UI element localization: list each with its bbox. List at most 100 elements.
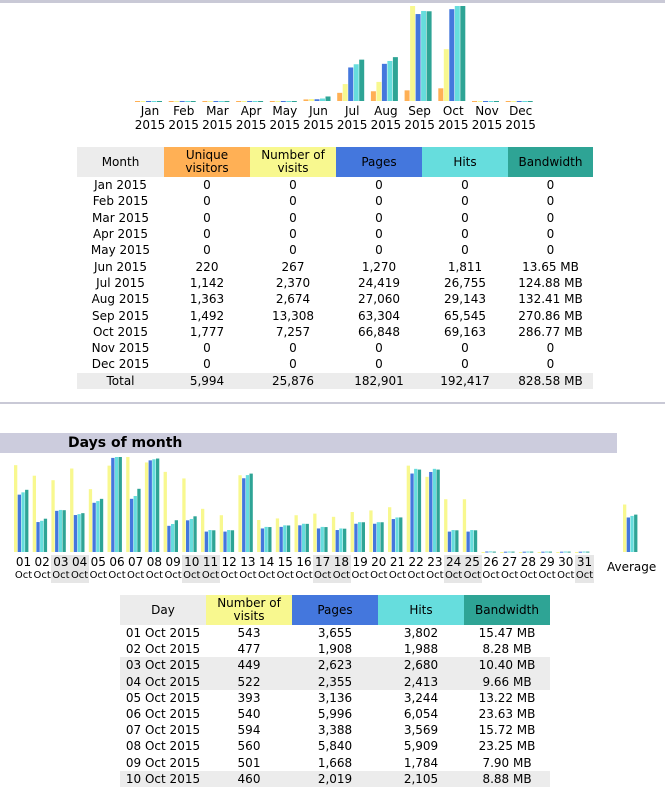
header-hits: Hits <box>378 595 464 625</box>
table-cell: 1,811 <box>447 259 483 274</box>
table-cell: 3,388 <box>317 723 353 738</box>
bar-hits <box>353 64 359 101</box>
month-axis-label: Apr 2015 <box>235 104 267 132</box>
table-cell: 132.41 MB <box>518 292 583 307</box>
table-cell: 0 <box>461 227 469 242</box>
day-bar-pages <box>466 531 470 552</box>
month-axis-label: Nov 2015 <box>471 104 503 132</box>
header-number-of-visits: Number of visits <box>206 595 292 625</box>
day-bar-hits <box>582 551 586 553</box>
table-cell: 0 <box>289 243 297 258</box>
day-axis-label: 03 Oct <box>51 555 71 583</box>
day-bar-bandwidth <box>324 527 328 552</box>
table-cell: Oct 2015 <box>92 324 149 339</box>
day-axis-label: 31 Oct <box>575 555 594 583</box>
day-bar-hits <box>414 468 418 552</box>
table-cell: 477 <box>237 642 261 657</box>
day-axis-label: 22 Oct <box>407 555 425 581</box>
table-cell: 0 <box>375 243 383 258</box>
day-bar-bandwidth <box>62 510 66 552</box>
table-cell: Jan 2015 <box>94 178 147 193</box>
table-cell: 5,996 <box>317 707 353 722</box>
day-bar-bandwidth <box>193 516 197 552</box>
day-axis-label: 26 Oct <box>482 555 500 581</box>
table-cell: 8.28 MB <box>482 642 532 657</box>
table-cell: Nov 2015 <box>91 341 150 356</box>
table-cell: Aug 2015 <box>91 292 150 307</box>
table-row: 04 Oct 2015 522 2,355 2,413 9.66 MB <box>120 673 550 690</box>
table-cell: 393 <box>237 690 261 705</box>
day-bar-number-of-visits <box>537 552 541 553</box>
table-cell: 2,019 <box>292 770 378 787</box>
day-bar-bandwidth <box>212 530 216 552</box>
table-cell: 6,054 <box>403 707 439 722</box>
day-bar-bandwidth <box>492 551 496 553</box>
table-cell: 0 <box>289 357 297 372</box>
table-cell: 270.86 MB <box>518 308 583 323</box>
bar-pages <box>449 9 455 101</box>
table-cell: 13,308 <box>272 308 314 323</box>
day-bar-pages <box>578 551 582 553</box>
table-row: Mar 2015 0 0 0 0 0 <box>77 210 593 226</box>
day-bar-hits <box>545 551 549 553</box>
table-cell: 63,304 <box>358 308 400 323</box>
day-bar-bandwidth <box>137 488 141 552</box>
month-axis-label: Dec 2015 <box>505 104 536 132</box>
day-axis-label: 15 Oct <box>276 555 294 581</box>
day-bar-hits <box>21 492 25 552</box>
day-bar-pages <box>391 519 395 552</box>
table-cell: 594 <box>237 723 261 738</box>
day-bar-bandwidth <box>99 498 104 552</box>
table-cell: 182,901 <box>336 372 422 389</box>
day-bar-number-of-visits <box>444 499 448 552</box>
day-bar-number-of-visits <box>201 508 205 552</box>
day-bar-hits <box>376 522 380 552</box>
table-cell: 24,419 <box>358 275 400 290</box>
table-cell: Jun 2015 <box>93 259 148 274</box>
table-cell: Jul 2015 <box>96 275 145 290</box>
day-bar-number-of-visits <box>51 480 55 552</box>
day-bar-bandwidth <box>380 522 384 552</box>
day-bar-number-of-visits <box>500 552 504 553</box>
day-bar-bandwidth <box>343 528 347 552</box>
bar-hits <box>252 101 258 102</box>
day-axis-label: 11 Oct <box>201 555 220 583</box>
bar-bandwidth <box>157 101 162 102</box>
table-cell: 09 Oct 2015 <box>125 755 201 770</box>
month-axis-label: Oct 2015 <box>438 104 469 132</box>
bar-bandwidth <box>494 101 499 102</box>
table-cell: 2,413 <box>378 673 464 690</box>
day-bar-hits <box>133 495 137 552</box>
table-cell: 02 Oct 2015 <box>125 642 201 657</box>
day-axis-label: 08 Oct <box>145 555 164 581</box>
day-bar-bandwidth <box>455 530 459 552</box>
bar-unique-visitors <box>337 92 343 101</box>
day-axis-label: 07 Oct <box>127 555 145 581</box>
table-cell: 2,680 <box>378 657 464 674</box>
bar-bandwidth <box>527 101 533 102</box>
table-cell: 560 <box>237 739 261 754</box>
day-axis-label: 05 Oct <box>89 555 107 581</box>
table-cell: 3,655 <box>317 626 353 641</box>
table-row: Jun 2015 220 267 1,270 1,811 13.65 MB <box>77 258 593 274</box>
day-bar-number-of-visits <box>238 475 242 552</box>
table-cell: 3,569 <box>403 723 439 738</box>
table-cell: 10 Oct 2015 <box>120 770 206 787</box>
day-bar-hits <box>152 459 156 552</box>
table-row: 10 Oct 2015 460 2,019 2,105 8.88 MB <box>120 770 550 787</box>
day-bar-bandwidth <box>230 530 235 552</box>
daily-table-header: Day Number of visits Pages Hits Bandwidt… <box>120 595 550 625</box>
day-bar-pages <box>485 551 489 553</box>
day-bar-number-of-visits <box>32 475 36 552</box>
month-axis-label: Jan 2015 <box>134 104 166 132</box>
section-title: Days of month <box>68 435 183 451</box>
day-bar-pages <box>447 531 452 552</box>
top-divider <box>0 0 665 3</box>
day-bar-pages <box>129 498 134 552</box>
day-bar-pages <box>223 531 227 552</box>
table-row: 03 Oct 2015 449 2,623 2,680 10.40 MB <box>120 657 550 674</box>
day-bar-pages <box>560 551 564 553</box>
table-cell: 0 <box>375 210 383 225</box>
day-axis-label: 25 Oct <box>462 555 482 583</box>
bar-unique-visitors <box>472 101 477 102</box>
